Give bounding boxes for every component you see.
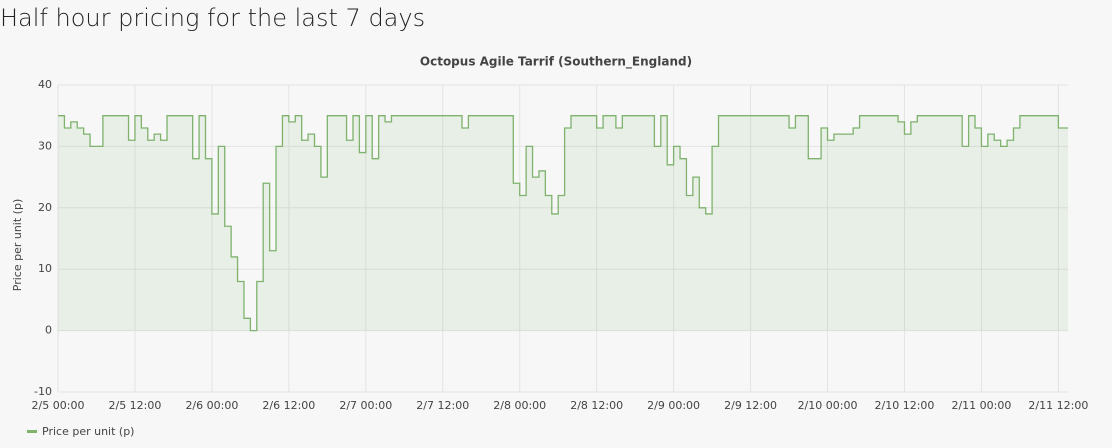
area — [58, 115, 1068, 331]
line — [58, 115, 1068, 332]
x-tick-label: 2/7 12:00 — [416, 399, 469, 412]
x-tick-label: 2/6 12:00 — [262, 399, 315, 412]
chart-title: Octopus Agile Tarrif (Southern_England) — [420, 55, 692, 70]
y-tick-label: 30 — [38, 139, 52, 152]
x-tick-label: 2/9 12:00 — [724, 399, 777, 412]
y-axis-label: Price per unit (p) — [11, 199, 24, 291]
x-tick-label: 2/8 12:00 — [570, 399, 623, 412]
legend-swatch — [27, 430, 37, 433]
y-tick-label: 20 — [38, 201, 52, 214]
x-tick-label: 2/8 00:00 — [493, 399, 546, 412]
x-tick-label: 2/11 00:00 — [951, 399, 1011, 412]
x-tick-label: 2/11 12:00 — [1028, 399, 1088, 412]
page-title: Half hour pricing for the last 7 days — [0, 4, 426, 32]
x-tick-label: 2/6 00:00 — [185, 399, 238, 412]
x-tick-label: 2/9 00:00 — [647, 399, 700, 412]
x-tick-label: 2/7 00:00 — [339, 399, 392, 412]
x-tick-label: 2/10 12:00 — [875, 399, 935, 412]
y-tick-label: 10 — [38, 262, 52, 275]
y-tick-label: -10 — [34, 385, 52, 398]
x-tick-label: 2/10 00:00 — [798, 399, 858, 412]
y-tick-label: 40 — [38, 78, 52, 91]
x-tick-label: 2/5 00:00 — [32, 399, 85, 412]
x-tick-label: 2/5 12:00 — [108, 399, 161, 412]
legend-label: Price per unit (p) — [42, 425, 134, 438]
y-tick-label: 0 — [45, 324, 52, 337]
